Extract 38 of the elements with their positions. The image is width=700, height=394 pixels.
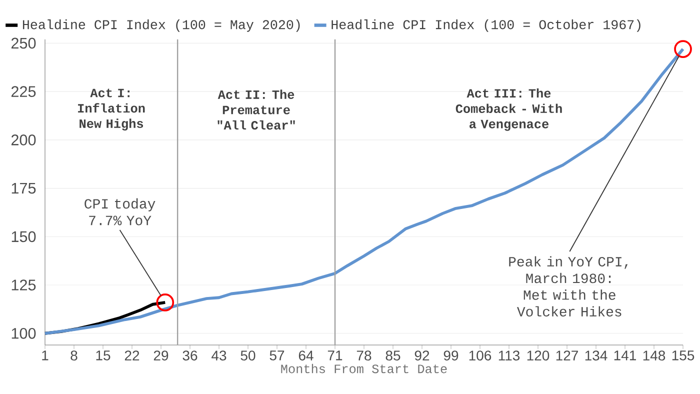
annotation: Act III: The Comeback - With a Vengenace [456,88,562,131]
x-tick-label: 99 [444,350,458,361]
x-tick-label: 71 [328,350,342,360]
y-tick-label: 175 [12,182,36,194]
y-tick-label: 150 [12,231,36,242]
legend-label: Headline CPI Index (100 = October 1967) [332,19,640,32]
x-tick-label: 50 [240,350,256,361]
x-tick-label: 85 [386,350,400,361]
x-tick-label: 127 [556,350,578,360]
y-tick-label: 200 [11,134,36,146]
x-tick-label: 148 [643,350,666,361]
x-tick-label: 155 [672,350,694,360]
x-tick-label: 1 [42,350,48,360]
x-tick-label: 78 [356,350,372,361]
x-tick-label: 8 [70,350,78,361]
y-tick-label: 125 [12,280,36,290]
x-tick-label: 57 [270,350,284,360]
x-tick-label: 29 [154,350,168,361]
annotation: Peak in YoY CPI, March 1980: Met with the Volcker Hikes [509,256,628,316]
x-tick-label: 36 [182,350,198,361]
x-tick-label: 106 [469,350,492,361]
x-tick-label: 120 [527,350,550,361]
y-tick-label: 250 [11,38,36,49]
annotation: Act II: The Premature "All Clear" [218,90,295,130]
x-tick-label: 113 [498,350,520,361]
x-tick-label: 141 [614,350,636,360]
x-tick-label: 92 [414,350,430,361]
annotation: CPI today 7.7% YoY [84,198,156,226]
y-tick-label: 225 [11,86,36,97]
x-axis-title: Months From Start Date [281,364,447,374]
legend-label: Healdine CPI Index (100 = May 2020) [22,19,300,32]
x-tick-label: 134 [585,350,608,361]
annotation: Act I: Inflation New Highs [78,88,145,131]
x-tick-label: 64 [298,350,314,361]
x-tick-label: 22 [124,350,140,360]
y-tick-label: 100 [12,328,36,339]
x-tick-label: 43 [212,350,226,361]
x-tick-label: 15 [96,350,110,360]
